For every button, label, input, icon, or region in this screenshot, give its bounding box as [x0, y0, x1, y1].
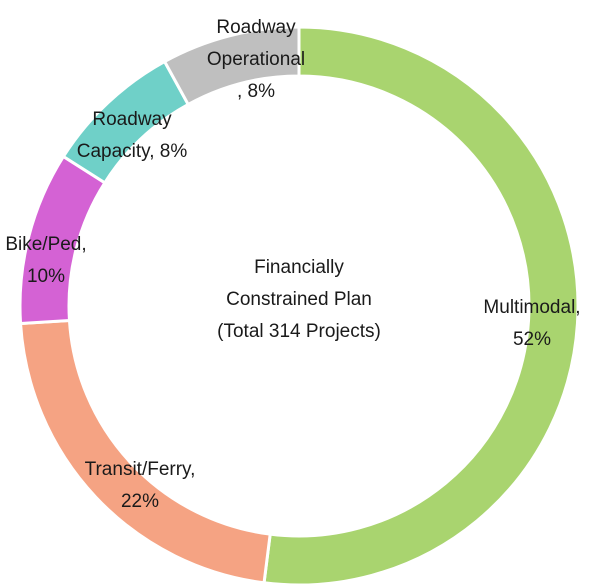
center-text: Financially	[254, 257, 344, 278]
slice-label: Bike/Ped,	[5, 234, 86, 255]
slice-label: 10%	[27, 266, 65, 287]
slice-label: Transit/Ferry,	[85, 459, 196, 480]
slice-label: Capacity, 8%	[77, 141, 188, 162]
slice-label: , 8%	[237, 81, 275, 102]
donut-slice	[262, 25, 580, 586]
slice-label: 52%	[513, 329, 551, 350]
donut-slice	[162, 25, 301, 107]
slice-label: Multimodal,	[483, 297, 580, 318]
donut-slice	[18, 318, 272, 585]
slice-label: 22%	[121, 491, 159, 512]
center-text: (Total 314 Projects)	[217, 321, 381, 342]
slice-label: Roadway	[92, 109, 172, 130]
slice-label: Operational	[207, 49, 305, 70]
center-text: Constrained Plan	[226, 289, 372, 310]
slice-label: Roadway	[216, 17, 296, 38]
